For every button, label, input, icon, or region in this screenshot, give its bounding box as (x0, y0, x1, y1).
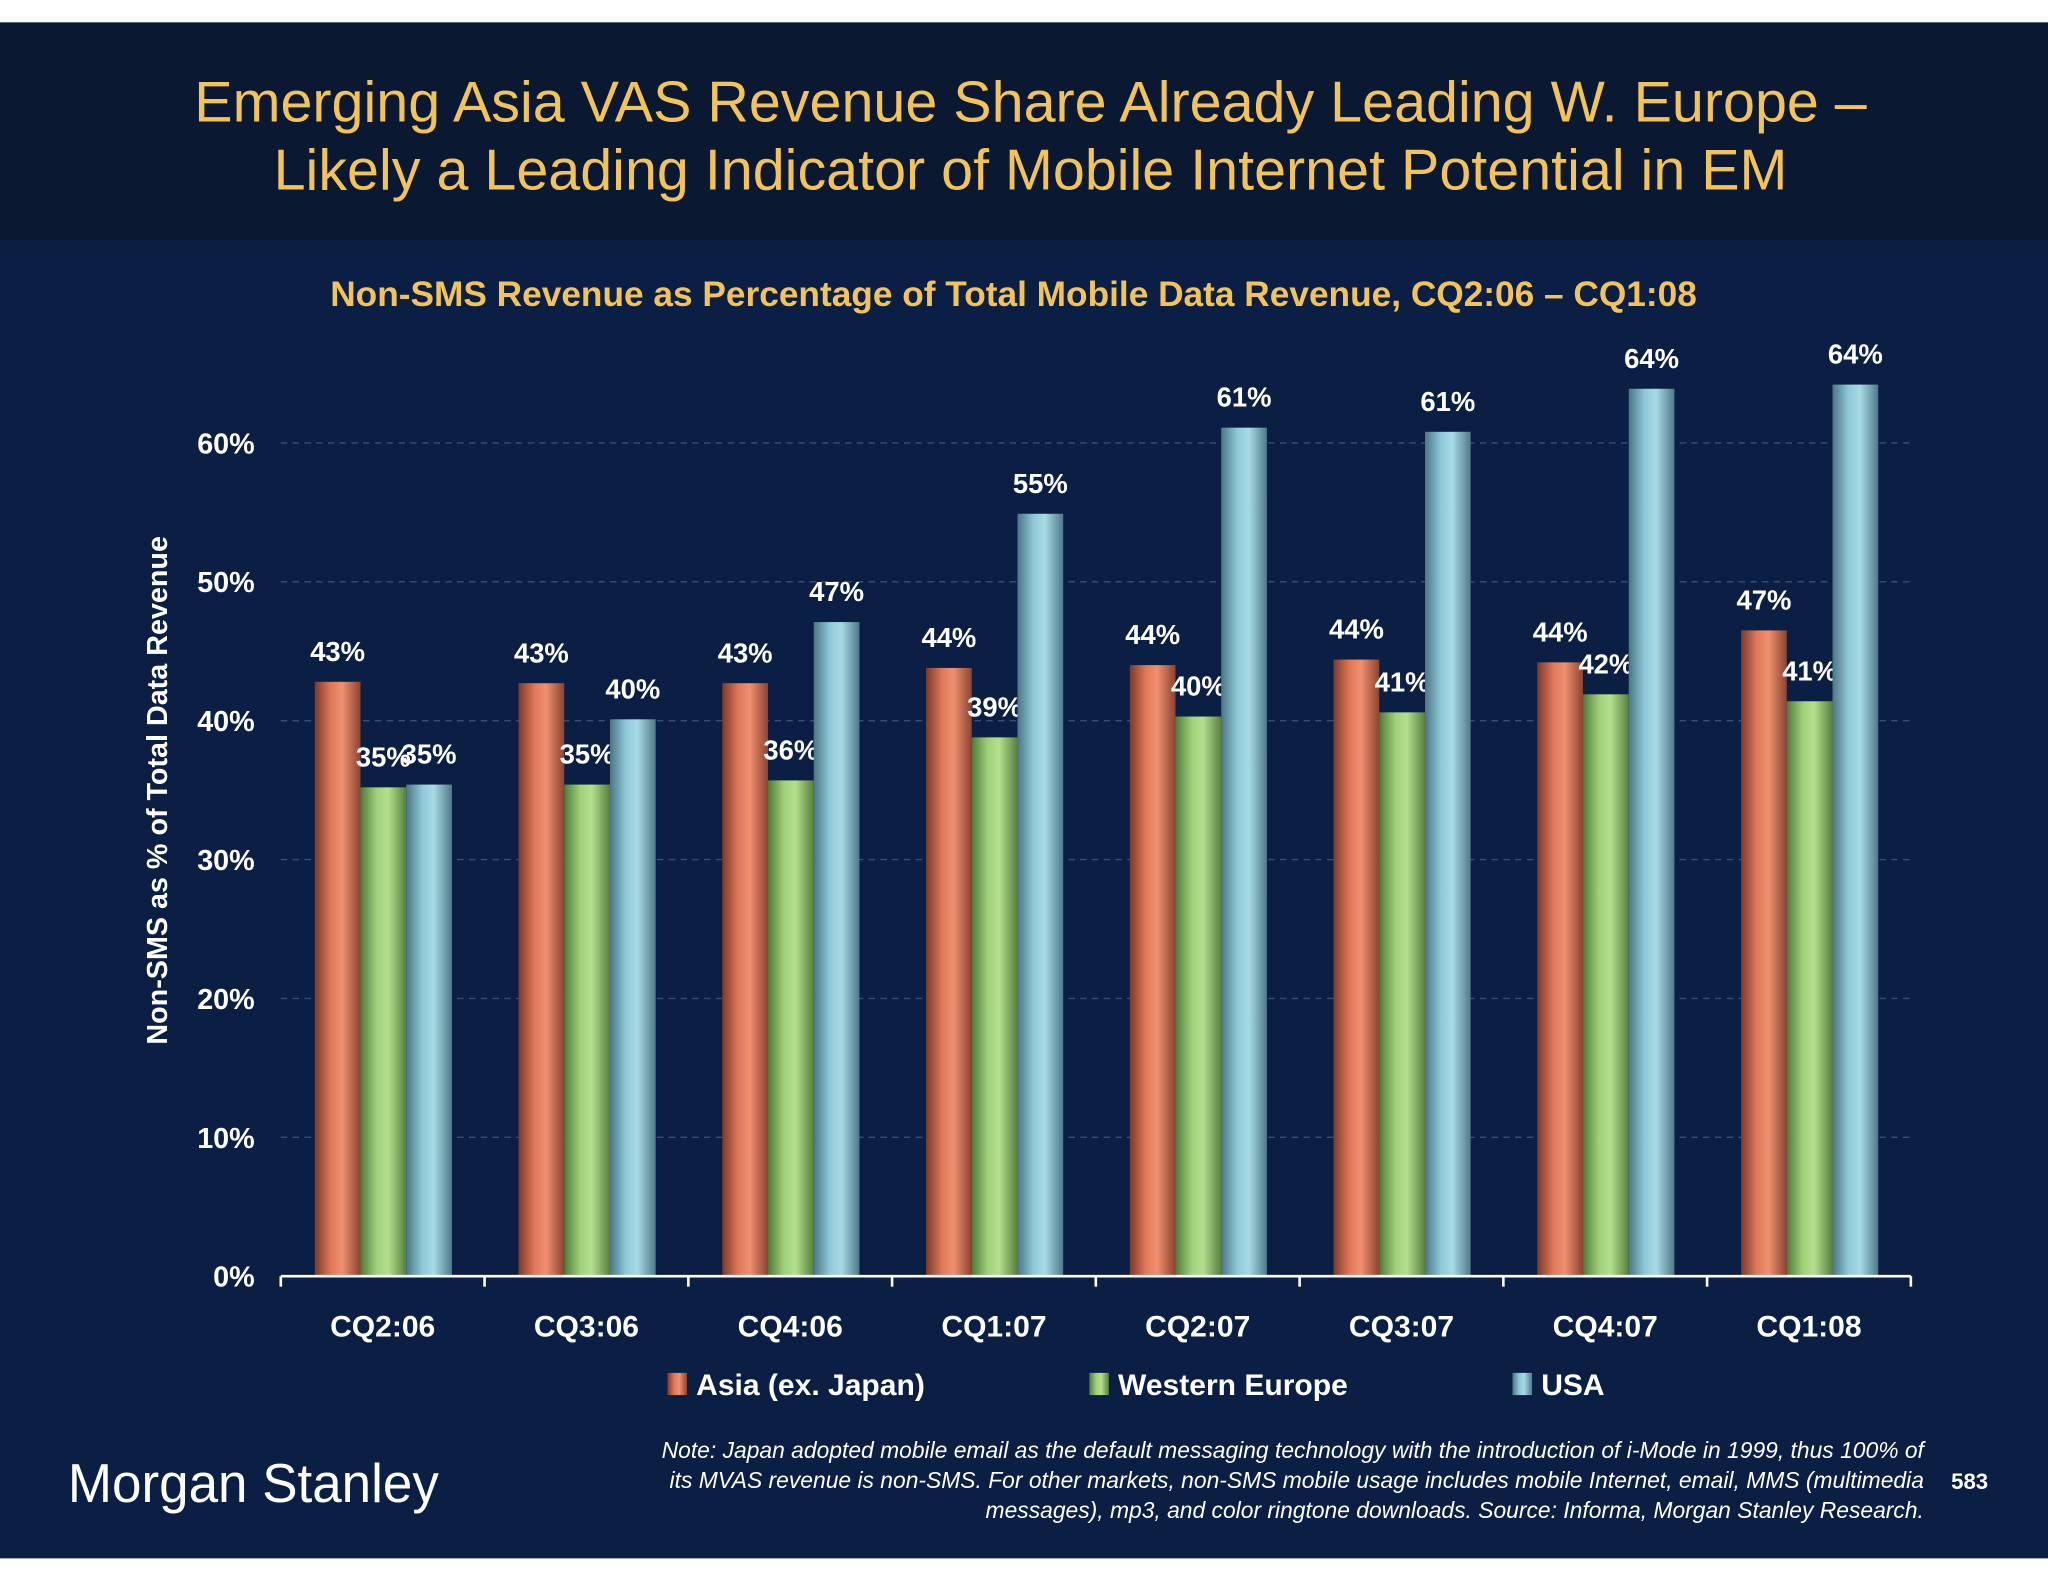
y-axis-label: Non-SMS as % of Total Data Revenue (142, 536, 174, 1045)
data-label: 64% (1624, 343, 1679, 374)
bar-western-europe-cq3-06 (564, 784, 610, 1277)
data-label: 43% (514, 637, 569, 668)
data-label: 47% (1736, 585, 1791, 616)
bar-usa-cq3-06 (609, 719, 656, 1277)
data-label: 44% (1533, 616, 1588, 647)
footnote-line1: Note: Japan adopted mobile email as the … (662, 1437, 1927, 1463)
data-label: 40% (1171, 671, 1226, 702)
bar-western-europe-cq3-07 (1379, 712, 1425, 1277)
x-tick-label: CQ4:06 (738, 1310, 843, 1343)
y-axis-ticks: 0% 10% 20% 30% 40% 50% 60% (197, 428, 254, 1293)
bar-asia-ex-japan--cq1-08 (1741, 630, 1787, 1277)
x-axis: CQ2:06 CQ3:06 CQ4:06 CQ1:07 CQ2:07 CQ3:07 CQ4:… (279, 1274, 1913, 1343)
x-tick-label: CQ2:07 (1145, 1310, 1250, 1343)
y-tick-label: 10% (197, 1123, 254, 1155)
x-tick-label: CQ1:07 (941, 1310, 1046, 1343)
y-tick-label: 40% (197, 706, 254, 738)
data-label: 44% (1125, 619, 1180, 650)
bar-asia-ex-japan--cq1-07 (926, 667, 972, 1277)
data-label: 41% (1782, 655, 1837, 686)
header-band (0, 22, 2048, 241)
data-label: 42% (1578, 648, 1633, 679)
bar-usa-cq4-06 (813, 622, 860, 1277)
y-tick-label: 0% (213, 1262, 255, 1294)
data-label: 61% (1217, 382, 1272, 413)
data-label: 36% (763, 735, 818, 766)
data-label: 41% (1375, 666, 1430, 697)
data-label: 43% (718, 637, 773, 668)
x-tick-label: CQ2:06 (330, 1310, 435, 1343)
data-label: 64% (1828, 339, 1883, 370)
footnote-line2: its MVAS revenue is non-SMS. For other m… (670, 1467, 1924, 1493)
data-label: 39% (967, 691, 1022, 722)
legend-swatch (1089, 1372, 1109, 1396)
y-tick-label: 20% (197, 984, 254, 1016)
bar-western-europe-cq2-07 (1175, 716, 1222, 1277)
data-label: 40% (605, 673, 660, 704)
bar-asia-ex-japan--cq3-06 (518, 683, 565, 1277)
data-label: 44% (921, 622, 976, 653)
bar-usa-cq3-07 (1424, 431, 1471, 1277)
bar-western-europe-cq4-07 (1583, 694, 1629, 1277)
x-tick-label: CQ1:08 (1756, 1310, 1861, 1343)
legend-label: Asia (ex. Japan) (696, 1369, 925, 1402)
legend-label: Western Europe (1118, 1369, 1348, 1402)
y-tick-label: 50% (197, 567, 254, 599)
footnote-line3: messages), mp3, and color ringtone downl… (986, 1497, 1924, 1523)
page-number: 583 (1951, 1469, 1988, 1494)
y-tick-label: 30% (197, 845, 254, 877)
data-label: 61% (1420, 386, 1475, 417)
morgan-stanley-logo: Morgan Stanley (68, 1452, 439, 1514)
bar-asia-ex-japan--cq2-06 (314, 681, 361, 1277)
data-label: 35% (402, 739, 457, 770)
legend-label: USA (1541, 1369, 1604, 1402)
bar-western-europe-cq1-08 (1786, 701, 1833, 1277)
data-label: 55% (1013, 468, 1068, 499)
bar-usa-cq1-07 (1017, 513, 1064, 1277)
x-tick-label: CQ3:07 (1349, 1310, 1454, 1343)
bar-usa-cq2-07 (1221, 427, 1267, 1277)
bar-western-europe-cq2-06 (360, 787, 407, 1277)
legend: Asia (ex. Japan) Western Europe USA (667, 1369, 1605, 1402)
bar-asia-ex-japan--cq4-06 (722, 683, 768, 1277)
bar-asia-ex-japan--cq2-07 (1129, 665, 1176, 1277)
bar-usa-cq1-08 (1832, 384, 1879, 1277)
data-label: 47% (809, 576, 864, 607)
data-label: 44% (1329, 614, 1384, 645)
bar-western-europe-cq1-07 (971, 737, 1018, 1277)
legend-swatch (1512, 1372, 1533, 1396)
bar-western-europe-cq4-06 (768, 780, 814, 1277)
slide-title-line1: Emerging Asia VAS Revenue Share Already … (194, 71, 1867, 135)
legend-swatch (667, 1372, 688, 1396)
bar-asia-ex-japan--cq4-07 (1537, 662, 1584, 1277)
x-tick-label: CQ3:06 (534, 1310, 639, 1343)
bar-asia-ex-japan--cq3-07 (1333, 659, 1380, 1277)
data-label: 35% (560, 739, 615, 770)
chart-title: Non-SMS Revenue as Percentage of Total M… (330, 275, 1697, 314)
x-tick-label: CQ4:07 (1553, 1310, 1658, 1343)
bar-usa-cq2-06 (406, 784, 452, 1277)
bar-usa-cq4-07 (1628, 388, 1675, 1277)
slide-title-line2: Likely a Leading Indicator of Mobile Int… (274, 139, 1788, 203)
data-label: 35% (356, 741, 411, 772)
y-tick-label: 60% (197, 428, 254, 460)
bars: 43%35%35%43%35%40%43%36%47%44%39%55%44%4… (310, 339, 1883, 1277)
data-label: 43% (310, 636, 365, 667)
